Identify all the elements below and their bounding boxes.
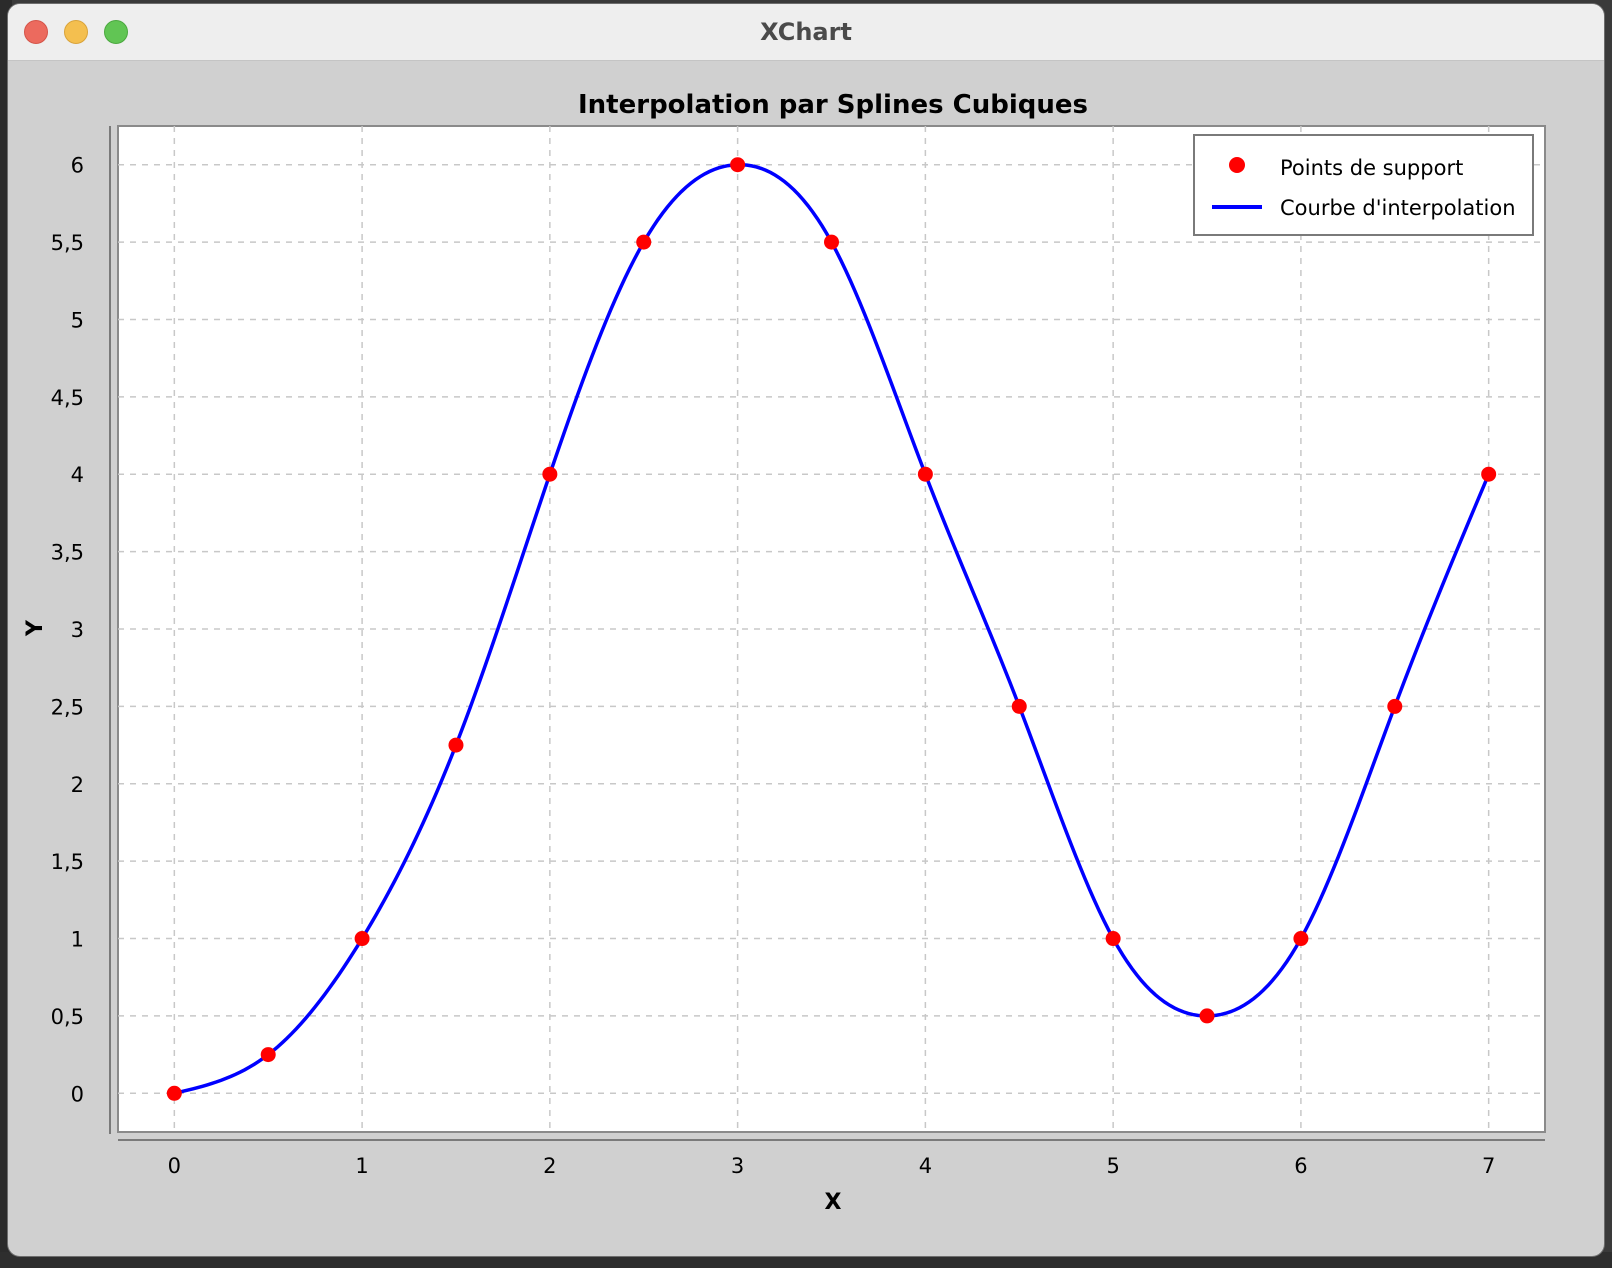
y-tick-label: 3 (71, 618, 84, 642)
y-tick-label: 4 (71, 463, 84, 487)
y-tick-label: 3,5 (51, 541, 84, 565)
support-point (636, 234, 652, 250)
support-point (1481, 466, 1497, 482)
support-point (1105, 931, 1121, 947)
x-tick-label: 4 (919, 1154, 932, 1178)
legend-marker-points (1229, 157, 1245, 173)
support-point (1387, 698, 1403, 714)
legend-label-points: Points de support (1280, 156, 1463, 180)
support-point (542, 466, 558, 482)
x-tick-label: 3 (731, 1154, 744, 1178)
y-tick-label: 2 (71, 773, 84, 797)
grid-lines (118, 126, 1545, 1132)
chart-area: Interpolation par Splines Cubiques 0 1 2 3 4… (8, 61, 1604, 1256)
chart-svg: Interpolation par Splines Cubiques 0 1 2 3 4… (23, 90, 1546, 1215)
window-titlebar[interactable]: XChart (8, 4, 1604, 61)
support-point (917, 466, 933, 482)
chart-window: XChart Interpolation par Splines Cubique… (8, 4, 1604, 1256)
tick-labels: 0 1 2 3 4 5 6 7 0 0,5 1 1,5 2 2,5 3 3,5 4 4,5 5 5,5 6 (51, 154, 1496, 1178)
y-tick-label: 2,5 (51, 695, 84, 719)
y-axis-label: Y (23, 619, 48, 637)
support-point (824, 234, 839, 250)
y-tick-label: 1 (71, 928, 84, 952)
y-tick-label: 6 (71, 154, 84, 178)
background-desktop-bottom (0, 1252, 1612, 1268)
x-tick-label: 5 (1106, 1154, 1119, 1178)
y-tick-label: 1,5 (51, 850, 84, 874)
legend-label-curve: Courbe d'interpolation (1280, 196, 1516, 220)
support-point (448, 737, 464, 753)
support-point (354, 931, 370, 947)
maximize-window-button[interactable] (104, 20, 128, 44)
support-point (730, 157, 746, 173)
minimize-window-button[interactable] (64, 20, 88, 44)
y-tick-label: 0 (71, 1082, 84, 1106)
x-tick-label: 2 (543, 1154, 556, 1178)
support-points (166, 157, 1497, 1101)
support-point (166, 1085, 182, 1101)
close-window-button[interactable] (24, 20, 48, 44)
chart-title: Interpolation par Splines Cubiques (578, 90, 1088, 120)
support-point (260, 1047, 276, 1063)
x-tick-label: 1 (355, 1154, 368, 1178)
window-title: XChart (760, 18, 852, 46)
support-point (1199, 1008, 1215, 1024)
legend-box (1193, 134, 1534, 236)
y-tick-label: 4,5 (51, 386, 84, 410)
y-tick-label: 5,5 (51, 231, 84, 255)
axes (109, 126, 1545, 1141)
x-tick-label: 0 (168, 1154, 181, 1178)
support-point (1293, 931, 1309, 947)
x-tick-label: 6 (1294, 1154, 1307, 1178)
x-tick-label: 7 (1482, 1154, 1495, 1178)
support-point (1011, 698, 1027, 714)
x-axis-label: X (825, 1190, 842, 1215)
y-tick-label: 5 (71, 308, 84, 332)
legend: Points de support Courbe d'interpolation (1193, 134, 1534, 236)
y-tick-label: 0,5 (51, 1005, 84, 1029)
